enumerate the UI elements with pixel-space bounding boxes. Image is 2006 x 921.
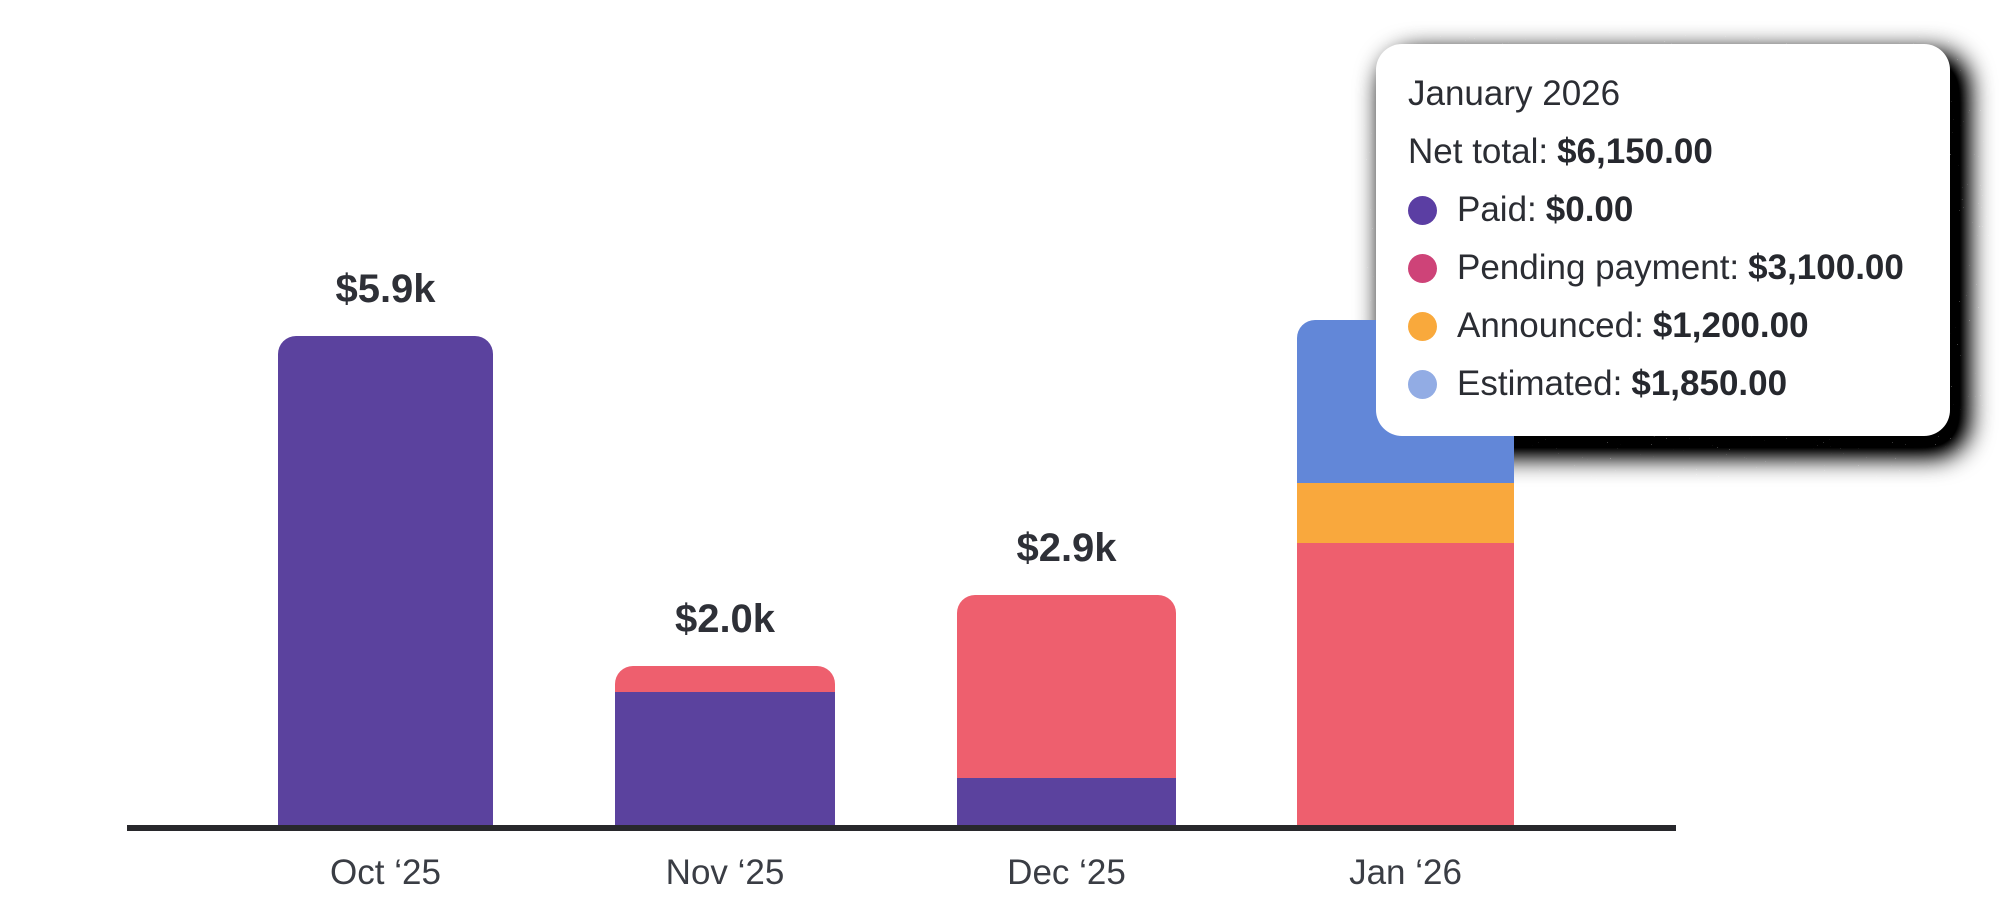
x-axis-tick-label: Oct ‘25 — [330, 853, 441, 892]
tooltip-row-estimated: Estimated: $1,850.00 — [1408, 362, 1920, 406]
tooltip-row-value: $3,100.00 — [1748, 248, 1904, 287]
net-total-value: $6,150.00 — [1557, 132, 1713, 171]
tooltip-row-value: $1,200.00 — [1652, 306, 1809, 345]
x-axis-tick-label: Dec ‘25 — [1007, 853, 1126, 892]
bar-total-label: $5.9k — [335, 267, 436, 311]
bar-total-label: $2.9k — [1016, 526, 1117, 570]
bar-segment-paid[interactable] — [278, 336, 493, 831]
tooltip-row-label: Estimated: — [1457, 364, 1623, 403]
tooltip-row-announced: Announced: $1,200.00 — [1408, 304, 1920, 348]
x-axis-tick-label: Nov ‘25 — [665, 853, 785, 892]
tooltip-row-label: Paid: — [1457, 190, 1537, 229]
net-total-label: Net total: — [1408, 132, 1549, 171]
bar-segment-announced[interactable] — [1297, 483, 1514, 543]
tooltip-row-value: $0.00 — [1545, 190, 1634, 229]
bar-nov-25[interactable] — [615, 666, 835, 831]
bar-segment-paid[interactable] — [957, 778, 1176, 831]
bar-oct-25[interactable] — [278, 336, 493, 831]
tooltip-row-paid: Paid: $0.00 — [1408, 188, 1920, 232]
tooltip-row-label: Announced: — [1457, 306, 1644, 345]
announced-dot-icon — [1408, 311, 1437, 341]
pending-dot-icon — [1408, 253, 1437, 283]
tooltip-row-pending: Pending payment: $3,100.00 — [1408, 246, 1920, 290]
x-axis-line — [127, 825, 1676, 831]
tooltip-net-total-row: Net total: $6,150.00 — [1408, 130, 1920, 174]
tooltip-row-label: Pending payment: — [1457, 248, 1740, 287]
bar-jan-26[interactable] — [1297, 320, 1514, 831]
bar-segment-paid[interactable] — [615, 692, 835, 831]
x-axis-tick-label: Jan ‘26 — [1349, 853, 1462, 892]
tooltip-row-value: $1,850.00 — [1631, 364, 1788, 403]
tooltip-title: January 2026 — [1408, 74, 1621, 113]
bar-segment-pending[interactable] — [957, 595, 1176, 778]
bar-dec-25[interactable] — [957, 595, 1176, 831]
tooltip: January 2026 Net total: $6,150.00 Paid: $… — [1376, 44, 1950, 436]
estimated-dot-icon — [1408, 369, 1437, 399]
paid-dot-icon — [1408, 195, 1437, 225]
bar-segment-pending[interactable] — [615, 666, 835, 692]
bar-total-label: $2.0k — [674, 597, 776, 641]
bar-segment-pending[interactable] — [1297, 543, 1514, 831]
